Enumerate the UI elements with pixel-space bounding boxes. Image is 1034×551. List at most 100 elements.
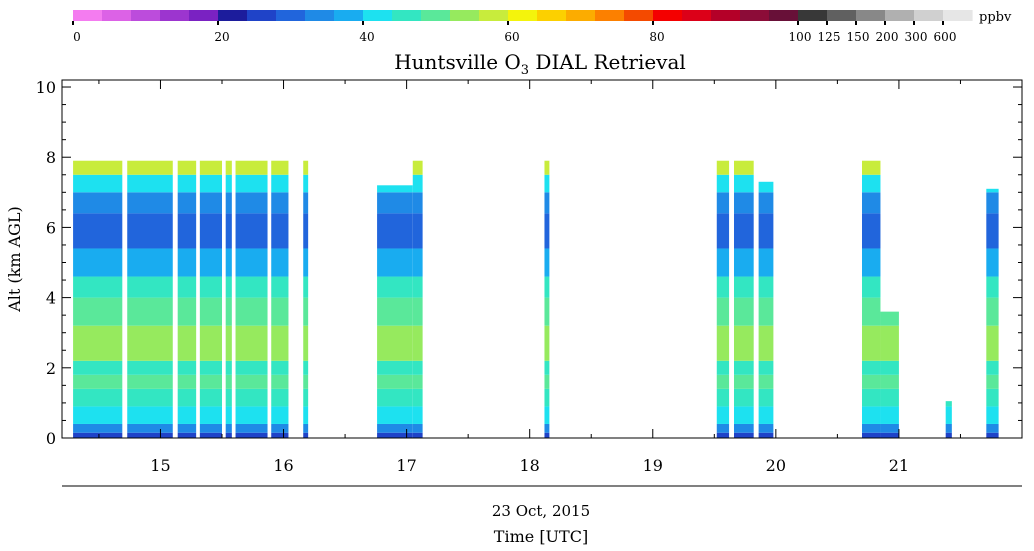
data-cell <box>303 374 309 389</box>
data-cell <box>235 374 268 389</box>
colorbar-swatch <box>914 10 944 21</box>
colorbar-swatch <box>711 10 741 21</box>
data-cell <box>862 192 881 214</box>
colorbar-swatch <box>798 10 828 21</box>
data-cell <box>716 406 730 424</box>
data-cell <box>758 213 774 249</box>
data-segment <box>880 311 899 438</box>
y-tick-label: 2 <box>46 359 56 378</box>
data-cell <box>235 160 268 175</box>
data-cell <box>986 325 999 361</box>
data-cell <box>303 213 309 249</box>
data-cell <box>127 388 173 407</box>
data-cell <box>734 248 754 277</box>
data-cell <box>225 432 232 438</box>
data-cell <box>880 374 899 389</box>
data-cell <box>734 388 754 407</box>
data-cell <box>303 160 309 175</box>
data-cell <box>199 388 222 407</box>
data-cell <box>880 388 899 407</box>
data-cell <box>271 174 289 193</box>
data-cell <box>199 423 222 433</box>
data-cell <box>862 276 881 298</box>
data-cell <box>177 406 197 424</box>
data-cell <box>716 248 730 277</box>
data-cell <box>716 432 730 438</box>
colorbar-swatch <box>827 10 857 21</box>
data-cell <box>303 297 309 326</box>
data-cell <box>199 325 222 361</box>
data-cell <box>758 374 774 389</box>
data-cell <box>225 374 232 389</box>
x-tick-label: 15 <box>150 456 170 475</box>
data-cell <box>716 213 730 249</box>
colorbar-swatch <box>189 10 219 21</box>
data-cell <box>225 248 232 277</box>
data-segment <box>862 160 881 438</box>
colorbar-swatch <box>624 10 654 21</box>
y-tick-label: 10 <box>36 78 56 97</box>
data-cell <box>412 297 423 326</box>
data-cell <box>199 406 222 424</box>
y-tick-label: 0 <box>46 429 56 448</box>
data-cell <box>734 406 754 424</box>
colorbar-swatch <box>508 10 538 21</box>
data-cell <box>199 360 222 375</box>
data-cell <box>986 360 999 375</box>
data-cell <box>271 360 289 375</box>
data-cell <box>271 297 289 326</box>
colorbar-unit-label: ppbv <box>979 10 1012 25</box>
colorbar-tick-label: 300 <box>905 30 928 44</box>
data-cell <box>377 213 413 249</box>
data-cell <box>880 311 899 326</box>
data-cell <box>73 406 123 424</box>
data-segment <box>412 160 423 438</box>
data-cell <box>127 360 173 375</box>
data-cell <box>225 192 232 214</box>
x-axis-date: 23 Oct, 2015 <box>492 502 590 520</box>
data-cell <box>127 174 173 193</box>
data-cell <box>412 160 423 175</box>
data-cell <box>544 160 550 175</box>
data-cell <box>412 325 423 361</box>
data-cell <box>199 374 222 389</box>
colorbar-swatch <box>682 10 712 21</box>
data-cell <box>758 325 774 361</box>
data-cell <box>716 423 730 433</box>
data-cell <box>303 432 309 438</box>
data-cell <box>235 423 268 433</box>
data-cell <box>758 276 774 298</box>
data-cell <box>177 360 197 375</box>
data-cell <box>758 181 774 193</box>
data-cell <box>235 213 268 249</box>
data-cell <box>412 388 423 407</box>
data-cell <box>862 213 881 249</box>
data-cell <box>758 423 774 433</box>
colorbar-tick-label: 60 <box>504 30 519 44</box>
data-cell <box>862 297 881 326</box>
data-cell <box>758 192 774 214</box>
colorbar-swatch <box>276 10 306 21</box>
data-cell <box>199 248 222 277</box>
data-cell <box>225 325 232 361</box>
colorbar <box>73 10 973 21</box>
colorbar-tick-label: 40 <box>359 30 374 44</box>
data-segment <box>377 185 413 438</box>
data-cell <box>862 432 881 438</box>
data-cell <box>199 432 222 438</box>
x-tick-label: 19 <box>643 456 663 475</box>
data-cell <box>303 248 309 277</box>
data-cell <box>303 406 309 424</box>
data-cell <box>127 160 173 175</box>
data-segment <box>177 160 197 438</box>
colorbar-swatch <box>421 10 451 21</box>
colorbar-tick-label: 100 <box>789 30 812 44</box>
data-cell <box>73 297 123 326</box>
data-cell <box>862 248 881 277</box>
data-cell <box>235 325 268 361</box>
colorbar-tick-label: 0 <box>73 30 81 44</box>
data-cell <box>177 192 197 214</box>
y-tick-label: 6 <box>46 218 56 237</box>
colorbar-swatch <box>885 10 915 21</box>
data-cell <box>377 248 413 277</box>
